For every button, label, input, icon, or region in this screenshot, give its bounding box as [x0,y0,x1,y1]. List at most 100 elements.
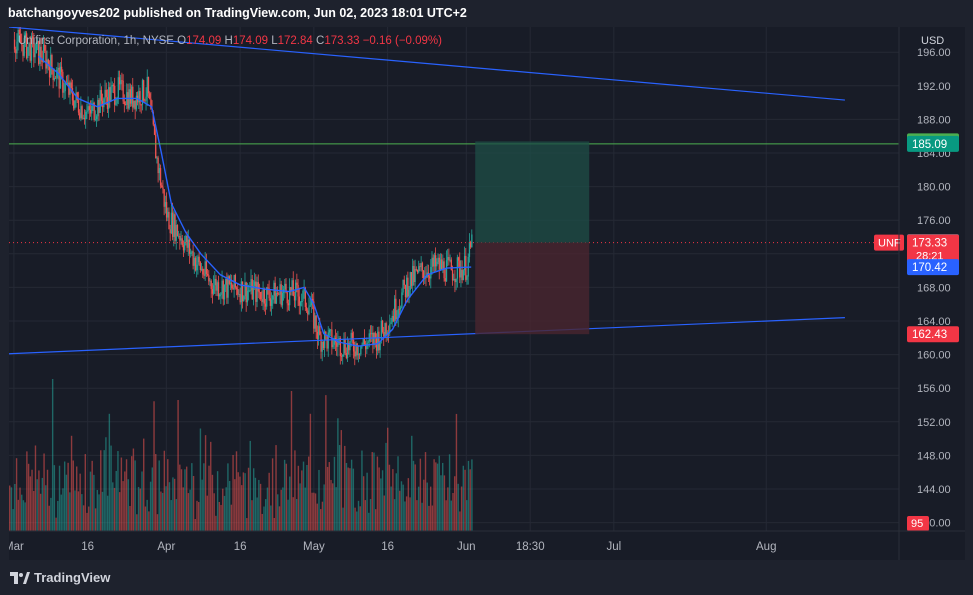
volume-bar [306,464,308,531]
volume-bar [469,469,471,531]
candle-body [348,342,350,351]
volume-bar [467,460,470,531]
volume-bar [277,494,279,531]
candle-body [145,96,147,101]
candle-body [117,77,119,98]
volume-bar [77,491,80,531]
candle-body [400,307,402,310]
volume-bar [134,460,136,531]
volume-bar [417,486,420,531]
candle-body [163,189,165,207]
volume-bar [213,493,215,531]
volume-bar [294,450,296,531]
candle-body [408,289,410,297]
y-tick-label: 164.00 [917,316,951,328]
candle-body [99,90,101,113]
volume-bar [454,476,456,531]
volume-label-box [907,516,929,531]
volume-bar [222,488,224,531]
candle-body [47,59,50,67]
candle-body [27,46,29,58]
volume-bar [65,474,68,531]
candle-body [51,55,53,69]
volume-bar [155,454,157,531]
volume-bar [273,517,276,531]
y-tick-label: 192.00 [917,81,951,93]
volume-bar [63,461,66,531]
volume-bar [91,460,93,531]
volume-bar [76,466,78,531]
volume-bar [15,458,18,531]
candle-body [186,235,188,248]
candle-body [302,290,304,301]
volume-bar [301,470,303,531]
candle-body [401,292,403,308]
volume-bar [436,463,439,531]
volume-bar [179,464,181,531]
candle-body [227,276,229,298]
candle-body [367,341,369,344]
candle-body [365,344,367,350]
volume-bar [153,401,155,531]
candle-body [35,42,37,54]
candle-body [450,259,452,271]
chart-frame[interactable]: USD 196.00 192.00 188.00 184.00 180.00 176.00 1… [4,21,965,560]
candle-body [180,238,182,241]
footer-bar: TradingView [0,562,973,595]
volume-bar [457,483,459,531]
volume-bar [125,459,128,531]
volume-bar [22,500,25,531]
candle-body [194,257,197,271]
volume-bar [280,489,282,531]
volume-bar [409,497,411,531]
volume-bar [112,482,114,531]
candle-body [45,50,47,69]
candle-body [54,77,57,79]
volume-bar [21,494,23,531]
candle-body [404,284,407,297]
volume-bar [373,452,375,531]
candle-body [108,87,110,109]
candle-body [315,315,317,332]
candle-body [93,102,95,120]
volume-bar [254,477,257,531]
candle-body [147,76,150,94]
volume-bar [122,481,124,531]
candle-body [416,269,419,273]
candle-body [262,289,264,303]
candle-body [21,42,23,45]
volume-bar [429,486,432,531]
candle-body [293,295,296,301]
volume-bar [106,495,109,531]
price-label-box [907,326,959,343]
candle-body [234,275,237,288]
candle-body [220,293,222,295]
volume-bar [94,508,97,531]
volume-label-text: 95 [911,518,923,530]
volume-bar [103,450,105,531]
candle-body [285,283,287,293]
candle-body [100,90,103,101]
candle-body [254,281,256,286]
candle-body [420,263,422,267]
candle-body [260,292,262,300]
volume-bar [151,467,154,531]
candle-body [369,333,372,335]
tradingview-logo[interactable]: TradingView [10,570,110,585]
candle-body [459,260,461,278]
volume-bar [352,468,355,531]
price-chart[interactable]: USD196.00192.00188.00184.00180.00176.001… [4,21,965,560]
candle-body [360,346,362,355]
volume-bar [27,463,30,531]
volume-bar [261,513,263,531]
x-tick-label: 16 [234,541,247,553]
volume-bar [130,456,133,531]
candle-body [192,251,194,266]
candle-body [299,302,302,306]
y-tick-label: 156.00 [917,383,951,395]
volume-bar [380,478,382,531]
candle-body [358,353,361,355]
candle-body [29,42,31,61]
candle-body [470,241,472,248]
x-tick-label: 18:30 [516,541,545,553]
